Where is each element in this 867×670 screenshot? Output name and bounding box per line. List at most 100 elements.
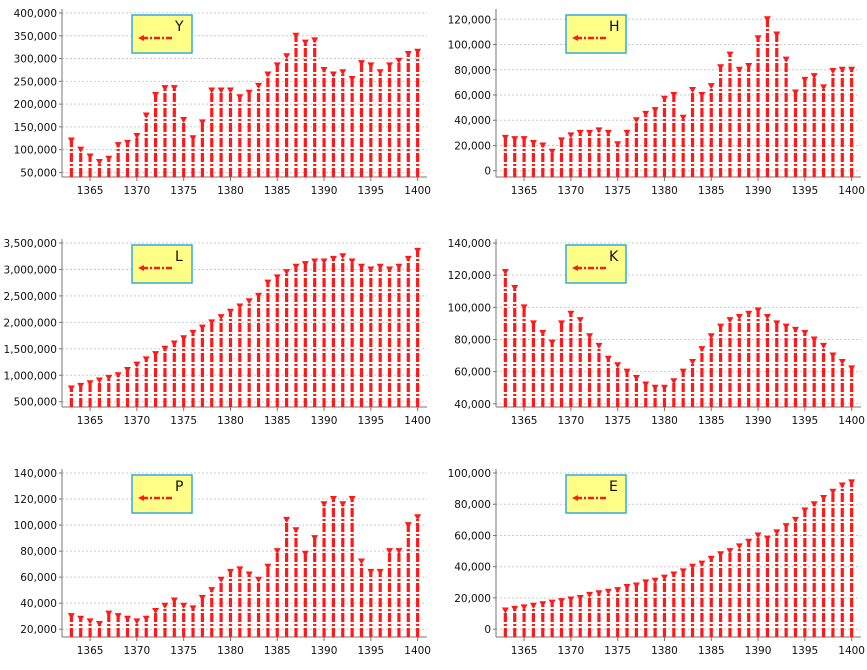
legend-label: H	[609, 19, 620, 35]
x-tick-label: 1385	[264, 415, 291, 427]
bar-k-1390	[754, 307, 762, 407]
bar-e-1387	[726, 548, 734, 637]
triangle-marker	[386, 62, 394, 69]
triangle-marker	[329, 71, 337, 78]
bar-l-1367	[105, 374, 113, 407]
bar-l-1376	[189, 329, 197, 407]
x-tick-label: 1365	[511, 185, 538, 197]
y-tick-label: 3,000,000	[4, 264, 57, 276]
x-tick-label: 1400	[404, 645, 431, 657]
triangle-marker	[576, 317, 584, 324]
bar-p-1383	[255, 576, 263, 637]
y-tick-label: 200,000	[14, 99, 57, 111]
triangle-marker	[217, 87, 225, 94]
triangle-marker	[236, 566, 244, 573]
triangle-marker	[567, 310, 575, 317]
triangle-marker	[754, 35, 762, 42]
triangle-marker	[810, 501, 818, 508]
bar-y-1396	[376, 69, 384, 177]
legend-marker-icon	[138, 265, 144, 271]
bar-e-1396	[810, 501, 818, 637]
bar-h-1364	[511, 136, 519, 177]
legend-box	[131, 244, 193, 284]
bar-e-1384	[698, 560, 706, 637]
bar-l-1398	[395, 263, 403, 407]
triangle-marker	[77, 146, 85, 153]
x-tick-label: 1395	[791, 645, 818, 657]
triangle-marker	[348, 258, 356, 265]
bar-e-1364	[511, 605, 519, 637]
x-tick-label: 1390	[311, 415, 338, 427]
triangle-marker	[208, 587, 216, 594]
triangle-marker	[208, 87, 216, 94]
triangle-marker	[726, 548, 734, 555]
bar-l-1397	[386, 266, 394, 407]
triangle-marker	[642, 381, 650, 388]
triangle-marker	[801, 76, 809, 83]
bar-k-1385	[707, 333, 715, 407]
bar-e-1367	[539, 601, 547, 637]
triangle-marker	[320, 501, 328, 508]
triangle-marker	[820, 342, 828, 349]
triangle-marker	[95, 377, 103, 384]
bar-l-1371	[142, 356, 150, 407]
bar-h-1386	[717, 64, 725, 177]
triangle-marker	[501, 268, 509, 275]
bar-h-1379	[651, 107, 659, 177]
triangle-marker	[77, 615, 85, 622]
triangle-marker	[95, 158, 103, 165]
bar-k-1370	[567, 310, 575, 407]
x-tick-label: 1365	[511, 645, 538, 657]
triangle-marker	[773, 529, 781, 536]
triangle-marker	[604, 355, 612, 362]
triangle-marker	[689, 86, 697, 93]
triangle-marker	[114, 142, 122, 149]
bar-y-1389	[311, 37, 319, 177]
triangle-marker	[754, 532, 762, 539]
x-tick-label: 1395	[791, 185, 818, 197]
triangle-marker	[586, 591, 594, 598]
bar-h-1381	[670, 92, 678, 177]
triangle-marker	[801, 330, 809, 337]
triangle-marker	[283, 516, 291, 523]
triangle-marker	[745, 538, 753, 545]
bar-l-1379	[217, 314, 225, 407]
y-tick-label: 350,000	[14, 31, 57, 43]
triangle-marker	[376, 263, 384, 270]
bar-e-1400	[848, 479, 856, 637]
bar-y-1377	[198, 119, 206, 177]
chart-svg-p: 20,000 40,000 60,000 80,000 100,000 120,000 14…	[14, 468, 431, 657]
legend-box	[131, 474, 193, 514]
triangle-marker	[301, 39, 309, 46]
bar-y-1397	[386, 62, 394, 177]
bar-l-1375	[180, 335, 188, 407]
triangle-marker	[614, 141, 622, 148]
triangle-marker	[754, 307, 762, 314]
x-tick-label: 1400	[838, 185, 865, 197]
bar-l-1392	[339, 253, 347, 407]
chart-panel-h: 0 20,000 40,000 60,000 80,000 100,000 120,000 1…	[434, 0, 867, 210]
triangle-marker	[773, 320, 781, 327]
legend-marker-icon	[572, 35, 578, 41]
bar-k-1375	[614, 362, 622, 407]
triangle-marker	[670, 378, 678, 385]
bar-e-1386	[717, 551, 725, 637]
x-tick-label: 1375	[170, 645, 197, 657]
bar-k-1395	[801, 330, 809, 407]
y-tick-label: 80,000	[20, 546, 57, 558]
bar-e-1399	[838, 482, 846, 637]
triangle-marker	[791, 89, 799, 96]
triangle-marker	[395, 263, 403, 270]
bar-l-1380	[226, 308, 234, 407]
triangle-marker	[264, 71, 272, 78]
x-tick-label: 1375	[604, 185, 631, 197]
bar-y-1374	[170, 85, 178, 177]
bar-k-1367	[539, 330, 547, 407]
bar-p-1377	[198, 594, 206, 637]
triangle-marker	[791, 516, 799, 523]
triangle-marker	[301, 261, 309, 268]
triangle-marker	[745, 62, 753, 69]
bar-h-1365	[520, 136, 528, 177]
x-tick-label: 1400	[404, 415, 431, 427]
bar-h-1392	[773, 31, 781, 177]
